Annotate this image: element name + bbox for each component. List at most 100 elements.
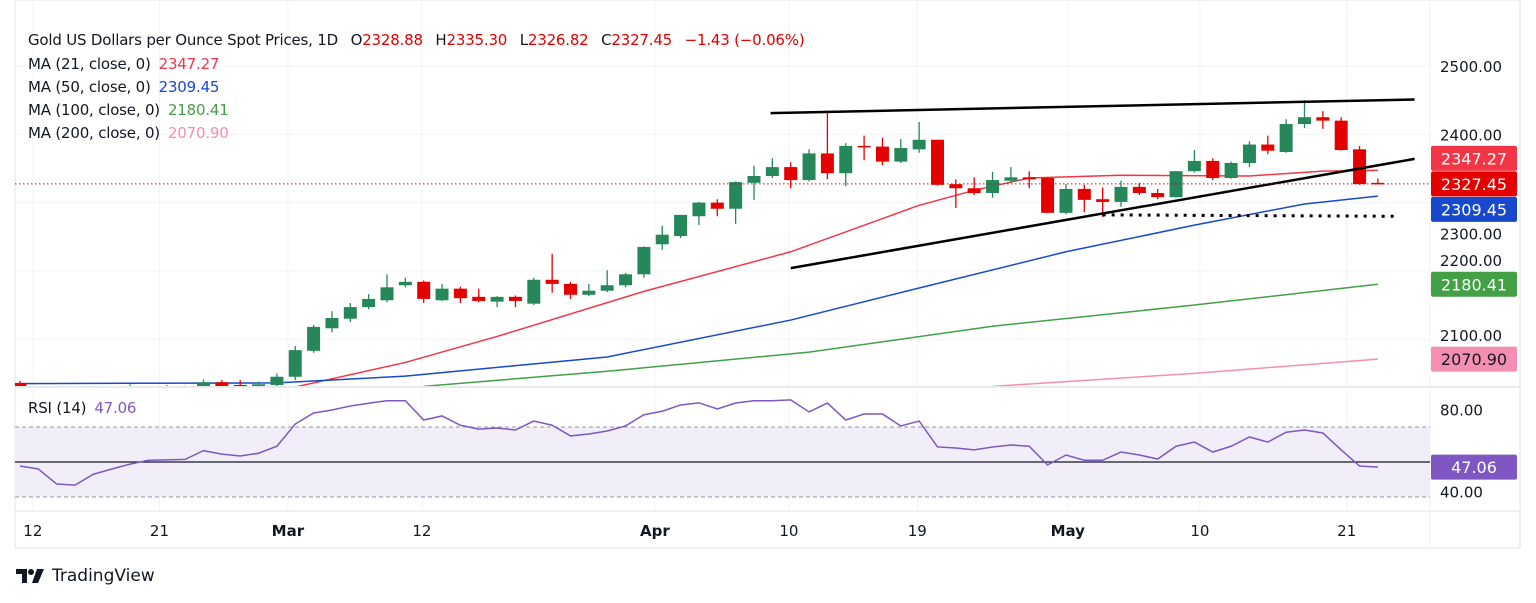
candle-body — [1004, 177, 1018, 181]
candle-body — [197, 382, 210, 386]
candle — [435, 283, 449, 301]
y-tick-label: 2200.00 — [1440, 252, 1502, 270]
upper-trendline — [770, 98, 1415, 115]
candle — [252, 381, 266, 386]
x-tick-label: Apr — [640, 522, 670, 540]
candle-body — [1316, 117, 1330, 121]
ma200-price-tag: 2070.90 — [1431, 346, 1517, 372]
ma-value: 2309.45 — [158, 78, 220, 96]
candle-body — [307, 326, 321, 351]
candle — [1261, 135, 1275, 155]
candle-body — [1224, 162, 1238, 179]
candle-body — [655, 234, 669, 245]
ma200-legend[interactable]: MA (200, close, 0) 2070.90 — [28, 123, 229, 143]
last-price-tag: 2327.45 — [1431, 171, 1517, 197]
rsi-pane — [15, 399, 1430, 498]
rsi-value: 47.06 — [94, 399, 137, 417]
x-tick-label: 10 — [1190, 522, 1209, 540]
tag-label: 2327.45 — [1441, 175, 1507, 194]
candle — [857, 135, 871, 161]
candle — [600, 270, 614, 293]
candle-body — [160, 390, 173, 392]
ma-line-ma100 — [423, 283, 1378, 386]
tradingview-logo[interactable]: TradingView — [16, 566, 155, 586]
candle-body — [508, 296, 522, 301]
tag-background — [1431, 346, 1517, 372]
candle-body — [325, 318, 339, 329]
candle — [674, 214, 688, 239]
candle-body — [252, 384, 266, 386]
candle-body — [527, 279, 541, 304]
rsi-tick-label: 80.00 — [1440, 402, 1483, 420]
candle-body — [215, 382, 229, 386]
candle — [1004, 167, 1018, 183]
candle — [1077, 184, 1091, 213]
candle-body — [1041, 178, 1055, 213]
ma50-legend[interactable]: MA (50, close, 0) 2309.45 — [28, 77, 219, 97]
candle — [875, 137, 889, 166]
candle-body — [417, 281, 431, 299]
candle-body — [1371, 182, 1385, 185]
ma-label: MA (200, close, 0) — [28, 124, 160, 142]
price-pane — [15, 98, 1430, 398]
candle — [1371, 178, 1385, 185]
candle-body — [1151, 193, 1165, 198]
candle-body — [1206, 160, 1220, 179]
candle — [453, 286, 467, 304]
x-tick-label: 21 — [150, 522, 169, 540]
ma-label: MA (100, close, 0) — [28, 101, 160, 119]
candle-body — [1279, 124, 1293, 153]
candle — [142, 387, 155, 398]
candle — [15, 380, 27, 386]
rsi-legend[interactable]: RSI (14) 47.06 — [28, 398, 136, 418]
rsi-tick-label: 40.00 — [1440, 484, 1483, 502]
rsi-value-tag: 47.06 — [1431, 454, 1517, 480]
candle — [1187, 150, 1201, 173]
candle — [1151, 188, 1165, 200]
candle-body — [1261, 144, 1275, 151]
candle — [197, 379, 210, 386]
support-line — [1102, 213, 1397, 218]
candle-body — [270, 376, 284, 385]
candle — [288, 346, 302, 381]
candle-body — [857, 145, 871, 148]
candle — [637, 246, 651, 278]
candle — [692, 201, 706, 226]
symbol-legend: Gold US Dollars per Ounce Spot Prices, 1… — [28, 30, 805, 50]
candle — [1132, 182, 1146, 196]
candle-body — [875, 146, 889, 162]
candle-body — [692, 202, 706, 217]
candle-body — [600, 285, 614, 291]
candle-body — [582, 290, 596, 295]
chart-frame — [14, 0, 1521, 549]
low-value: 2326.82 — [527, 31, 589, 49]
ma100-legend[interactable]: MA (100, close, 0) 2180.41 — [28, 100, 229, 120]
candle-body — [233, 384, 247, 386]
candle-body — [343, 307, 357, 319]
ma-line-ma200 — [992, 358, 1378, 386]
y-tick-label: 2100.00 — [1440, 327, 1502, 345]
candle — [1206, 158, 1220, 181]
candle-body — [765, 167, 779, 176]
ma21-legend[interactable]: MA (21, close, 0) 2347.27 — [28, 54, 219, 74]
candle — [655, 225, 669, 250]
candle — [380, 274, 394, 303]
candle — [582, 283, 596, 297]
candle — [784, 162, 798, 189]
ma100-price-tag: 2180.41 — [1431, 271, 1517, 297]
candle — [894, 139, 908, 163]
high-value: 2335.30 — [446, 31, 508, 49]
high-label: H — [435, 31, 447, 49]
candle — [1096, 187, 1110, 217]
tag-background — [1431, 271, 1517, 297]
candle-body — [1114, 186, 1128, 202]
candle-body — [747, 175, 761, 183]
ma-label: MA (50, close, 0) — [28, 78, 151, 96]
change-value: −1.43 (−0.06%) — [684, 31, 805, 49]
ma-value: 2070.90 — [167, 124, 229, 142]
tag-background — [1431, 145, 1517, 171]
candle — [820, 113, 834, 180]
candle — [508, 295, 522, 308]
tag-label: 2347.27 — [1441, 149, 1507, 168]
